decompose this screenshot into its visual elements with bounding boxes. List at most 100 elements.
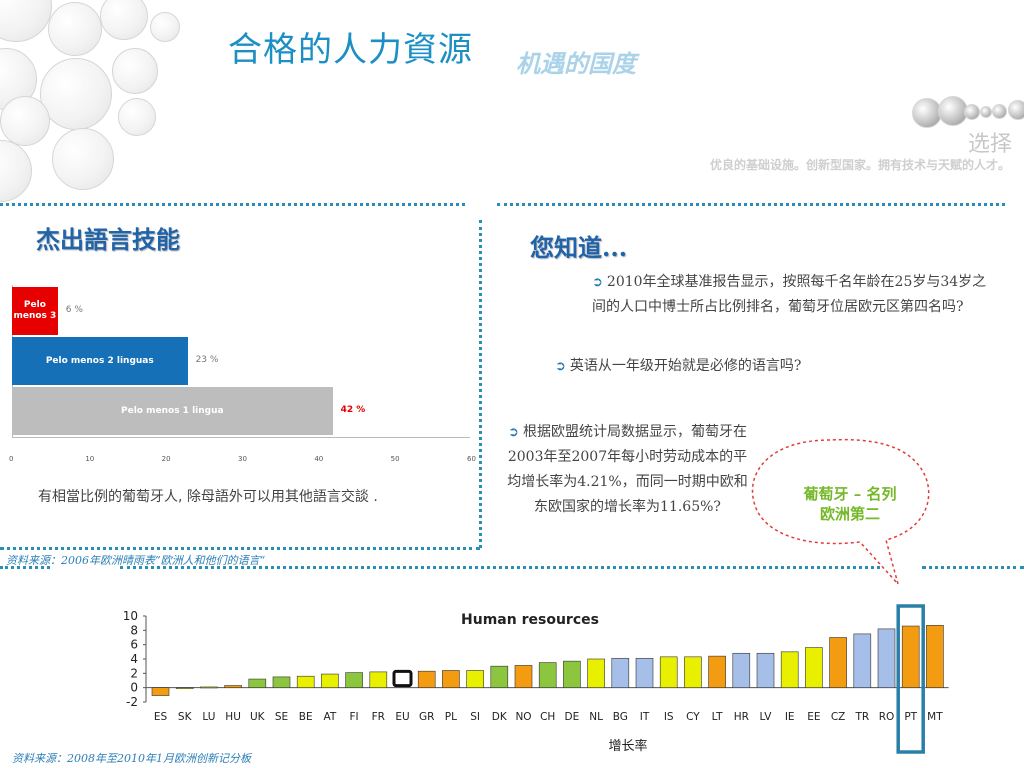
bar-bg [611, 657, 630, 688]
x-tick-label: 0 [9, 455, 14, 463]
callout-text: 葡萄牙 – 名列 欧洲第二 [770, 484, 930, 524]
x-tick-label: PT [904, 711, 917, 723]
fact-text: 2010年全球基准报告显示，按照每千名年龄在25岁与34岁之间的人口中博士所占比… [592, 274, 987, 315]
bar-fi [345, 672, 363, 688]
divider [0, 203, 465, 206]
bar-ro [877, 628, 896, 688]
x-tick-label: SK [178, 711, 193, 723]
x-tick-label: IS [664, 711, 674, 723]
decor-circle [40, 58, 112, 130]
x-tick-label: 30 [238, 455, 247, 463]
x-tick-label: EE [807, 711, 820, 723]
section-heading-languages: 杰出語言技能 [36, 225, 180, 254]
x-tick-label: TR [854, 711, 869, 723]
bar-at [321, 673, 339, 688]
bar-pl [442, 670, 460, 688]
arrow-right-icon: ➲ [555, 359, 566, 374]
source-note-1: 资料来源：2006年欧洲晴雨表”欧洲人和他们的语言“ [6, 554, 266, 567]
divider [120, 566, 880, 569]
x-tick-label: FR [372, 711, 385, 723]
x-tick-label: RO [879, 711, 895, 723]
bar-pelo-menos-2: Pelo menos 2 linguas [12, 337, 188, 385]
x-tick-label: 60 [467, 455, 476, 463]
x-tick-label: UK [250, 711, 266, 723]
divider [0, 547, 480, 550]
arrow-right-icon: ➲ [508, 425, 519, 440]
bar-dk [490, 665, 509, 688]
bar-de [563, 660, 581, 688]
x-tick-label: 10 [85, 455, 95, 463]
divider [479, 220, 482, 548]
x-tick-label: GR [419, 711, 434, 723]
decor-circle [112, 48, 158, 94]
bar-lt [708, 655, 726, 688]
bar-it [635, 657, 654, 688]
x-tick-label: IE [785, 711, 795, 723]
decor-circle [52, 128, 114, 190]
bar-fr [369, 671, 388, 688]
bar-is [659, 656, 678, 688]
fact-text: 根据欧盟统计局数据显示，葡萄牙在2003年至2007年每小时劳动成本的平均增长率… [507, 424, 748, 515]
speech-bubble [751, 438, 930, 585]
x-tick-label: ES [154, 711, 168, 723]
source-note-2: 资料来源：2008年至2010年1月欧洲创新记分板 [12, 752, 251, 765]
bar-ie [780, 651, 799, 688]
bar-lv [756, 652, 775, 688]
x-axis-label: 增长率 [608, 738, 647, 754]
section-heading-did-you-know: 您知道... [530, 233, 628, 262]
y-tick-label: -2 [126, 695, 138, 709]
decor-dot [980, 106, 992, 118]
x-tick-label: CH [540, 711, 555, 723]
bar-pelo-menos-3: Pelo menos 3 [12, 287, 58, 335]
page-title: 合格的人力資源 [228, 30, 473, 70]
bar-be [296, 675, 315, 688]
bar-lu [200, 686, 218, 689]
x-tick-label: LU [202, 711, 215, 723]
decor-circle [100, 0, 148, 40]
x-tick-label: BE [299, 711, 313, 723]
bar-label: Pelo menos 1 lingua [121, 405, 224, 416]
y-tick-label: 0 [130, 681, 138, 695]
fact-bullet-3: ➲ 根据欧盟统计局数据显示，葡萄牙在2003年至2007年每小时劳动成本的平均增长… [505, 420, 750, 520]
x-tick-label: SE [275, 711, 288, 723]
bar-cy [684, 656, 702, 688]
bar-tr [853, 633, 872, 688]
x-tick-label: HU [225, 711, 241, 723]
callout-line-1: 葡萄牙 – 名列 [803, 485, 897, 503]
decor-circle [118, 98, 156, 136]
decor-dot [992, 104, 1007, 119]
bar-ch [538, 662, 557, 688]
x-axis-line [12, 437, 470, 438]
x-tick-label: 50 [390, 455, 400, 463]
x-tick-label: HR [734, 711, 749, 723]
x-tick-label: IT [640, 711, 650, 723]
x-tick-label: CY [686, 711, 700, 723]
x-tick-label: 40 [314, 455, 324, 463]
decor-circle [150, 12, 180, 42]
decor-circle [0, 140, 32, 202]
x-tick-label: EU [395, 711, 409, 723]
bar-cz [829, 637, 847, 688]
divider [0, 566, 50, 569]
y-tick-label: 8 [130, 623, 138, 637]
x-tick-label: CZ [831, 711, 846, 723]
tagline-title: 选择 [967, 132, 1012, 157]
languages-caption: 有相當比例的葡萄牙人, 除母語外可以用其他語言交談 . [38, 489, 378, 505]
bar-ee [805, 647, 823, 688]
bar-label: Pelo menos 2 linguas [45, 355, 154, 366]
language-chart: Pelo menos 3 6 % Pelo menos 2 linguas 23… [9, 285, 476, 465]
bar-value-label: 42 % [340, 405, 366, 415]
x-tick-label: SI [470, 711, 480, 723]
y-tick-label: 10 [123, 609, 138, 623]
chart-title: Human resources [461, 612, 599, 628]
bar-si [466, 670, 484, 688]
x-tick-label: DE [565, 711, 580, 723]
bar-value-label: 6 % [65, 305, 83, 315]
decor-dot [964, 104, 980, 120]
x-tick-label: NO [515, 711, 531, 723]
x-tick-label: NL [589, 711, 603, 723]
x-tick-label: LV [760, 711, 773, 723]
x-tick-label: AT [324, 711, 337, 723]
bar-gr [417, 670, 436, 688]
